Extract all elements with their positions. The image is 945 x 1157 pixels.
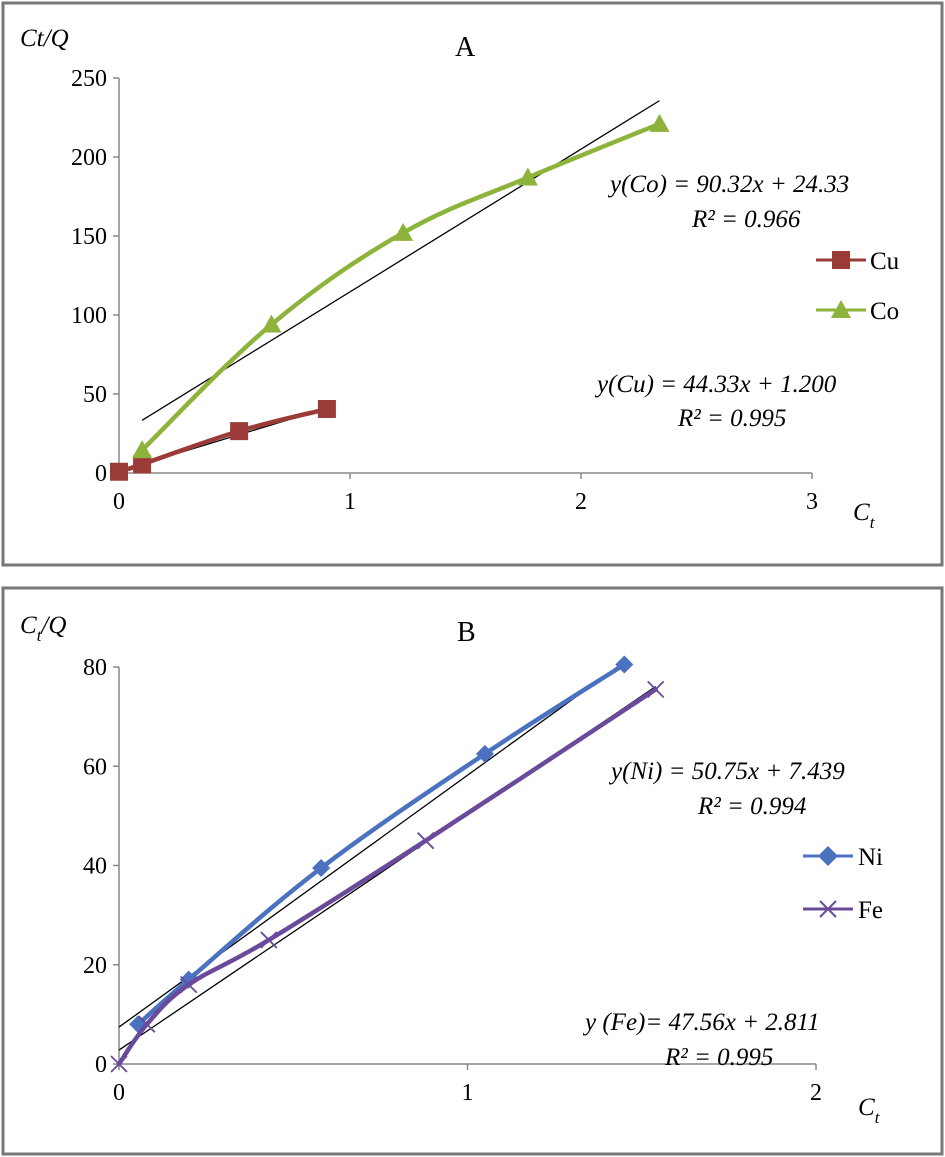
chart-b-y-axis-label-rest: /Q [39, 612, 66, 639]
chart-a-co-equation: y(Co) = 90.32x + 24.33 [607, 171, 849, 198]
legend-fe-marker [819, 900, 837, 918]
chart-a-x-axis-label-sub: t [870, 513, 876, 532]
y-tick-label: 0 [95, 1052, 107, 1078]
trendline-co [141, 100, 660, 421]
legend-item-fe: Fe [803, 897, 883, 924]
chart-a-svg: A Ct/Q Ct 0 50 100 150 200 250 0 1 2 3 y(Co) = 90… [1, 1, 944, 567]
x-tick-label: 2 [810, 1080, 822, 1106]
x-tick-label: 1 [462, 1080, 474, 1106]
data-point-fe [647, 680, 665, 698]
y-tick-label: 200 [71, 145, 107, 171]
data-point-fe [417, 832, 435, 850]
y-tick-label: 100 [71, 303, 107, 329]
chart-b-legend: Ni Fe [803, 844, 883, 924]
chart-b-x-axis-label-main: C [858, 1094, 875, 1121]
y-tick-label: 60 [83, 754, 107, 780]
data-point-cu [133, 455, 152, 474]
data-point-co [132, 440, 153, 459]
data-point-fe [180, 975, 198, 994]
y-tick-label: 250 [71, 66, 107, 92]
legend-co-label: Co [870, 298, 899, 325]
legend-cu-marker [832, 251, 850, 269]
y-tick-label: 40 [83, 854, 107, 880]
chart-a-co-r-squared: R² = 0.966 [691, 206, 801, 233]
chart-b-ni-r-squared: R² = 0.994 [697, 793, 806, 820]
data-point-ni [475, 744, 494, 763]
legend-item-cu: Cu [816, 248, 900, 275]
chart-b-axes: 0 20 40 60 80 0 1 2 [83, 655, 822, 1106]
x-tick-label: 2 [575, 489, 587, 515]
chart-a-title: A [455, 32, 476, 63]
chart-a-frame [1, 1, 944, 567]
x-tick-label: 3 [806, 489, 818, 515]
data-point-ni [312, 858, 331, 877]
chart-a-cu-equation: y(Cu) = 44.33x + 1.200 [594, 371, 837, 398]
data-point-ni [615, 655, 634, 674]
chart-b-frame [1, 586, 944, 1156]
data-point-cu [110, 462, 128, 481]
chart-a-x-axis-label-main: C [853, 499, 870, 526]
chart-b-y-axis-label-main: C [20, 612, 37, 639]
legend-cu-label: Cu [870, 248, 900, 275]
legend-co-marker [831, 300, 851, 318]
y-tick-label: 0 [95, 461, 107, 487]
chart-a-axes: 0 50 100 150 200 250 0 1 2 3 [71, 66, 818, 515]
chart-a-y-axis-label: Ct/Q [20, 25, 69, 52]
data-point-fe [110, 1055, 128, 1073]
legend-item-co: Co [816, 298, 899, 325]
chart-a-cu-r-squared: R² = 0.995 [677, 405, 786, 432]
data-point-co [393, 222, 414, 241]
y-tick-label: 50 [83, 382, 107, 408]
chart-a-plot-area [110, 100, 670, 481]
chart-a-legend: Cu Co [816, 248, 900, 325]
chart-b-ni-equation: y(Ni) = 50.75x + 7.439 [608, 758, 845, 785]
data-point-co [517, 167, 538, 186]
chart-a-x-axis-label: Ct [853, 499, 876, 532]
chart-b-x-axis-label-sub: t [875, 1108, 881, 1127]
data-point-fe [260, 931, 278, 949]
chart-panel-a: A Ct/Q Ct 0 50 100 150 200 250 0 1 2 3 y(Co) = 90… [0, 0, 945, 568]
chart-b-svg: B Ct/Q Ct 0 20 40 60 80 0 1 2 y(Ni) = 50.75x + … [1, 586, 944, 1156]
chart-b-y-axis-label: Ct/Q [20, 612, 66, 645]
y-tick-label: 80 [83, 655, 107, 681]
chart-b-fe-r-squared: R² = 0.995 [664, 1044, 773, 1071]
y-tick-label: 150 [71, 224, 107, 250]
chart-panel-b: B Ct/Q Ct 0 20 40 60 80 0 1 2 y(Ni) = 50.75x + … [0, 585, 945, 1157]
data-point-cu [230, 422, 249, 441]
y-tick-label: 20 [83, 953, 107, 979]
x-tick-label: 1 [344, 489, 356, 515]
legend-fe-label: Fe [858, 897, 883, 924]
data-point-co [261, 314, 282, 333]
legend-ni-label: Ni [858, 844, 883, 871]
data-point-cu [317, 400, 336, 419]
legend-ni-marker [818, 846, 838, 866]
x-tick-label: 0 [113, 1080, 125, 1106]
chart-b-x-axis-label: Ct [858, 1094, 881, 1127]
data-point-co [649, 113, 670, 132]
chart-b-title: B [457, 617, 476, 648]
chart-b-fe-equation: y (Fe)= 47.56x + 2.811 [582, 1009, 820, 1036]
chart-b-plot-area [110, 655, 665, 1073]
chart-b-y-axis-label-sub: t [37, 626, 43, 645]
legend-item-ni: Ni [803, 844, 883, 871]
data-point-fe [138, 1015, 156, 1033]
x-tick-label: 0 [113, 489, 125, 515]
